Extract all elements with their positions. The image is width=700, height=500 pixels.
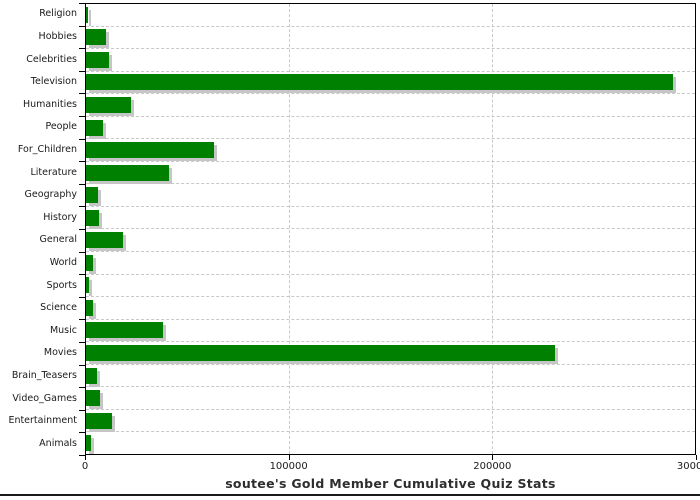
y-axis-tick	[79, 319, 85, 320]
bar-history	[86, 209, 100, 226]
bar-row	[86, 207, 695, 230]
y-axis-tick	[79, 229, 85, 230]
y-axis-tick	[79, 410, 85, 411]
chart-title: soutee's Gold Member Cumulative Quiz Sta…	[225, 476, 556, 491]
y-tick-label: Hobbies	[38, 30, 77, 42]
bar-world	[86, 254, 94, 271]
bar-humanities	[86, 96, 132, 113]
x-axis-tick	[492, 455, 494, 460]
bar-people	[86, 119, 104, 136]
y-axis-tick	[79, 184, 85, 185]
y-tick-label: Music	[49, 324, 77, 336]
bar-animals	[86, 435, 91, 452]
bar-row	[86, 162, 695, 185]
y-axis-tick	[79, 93, 85, 94]
bar-geography	[86, 187, 98, 204]
bar-hobbies	[86, 29, 106, 46]
y-tick-label: Literature	[30, 166, 77, 178]
bar-row	[86, 229, 695, 253]
y-tick-label: Brain_Teasers	[11, 369, 77, 381]
bar-science	[86, 299, 93, 316]
y-tick-label: History	[43, 211, 77, 223]
y-axis-tick	[79, 387, 85, 388]
x-tick-label: 200000	[473, 461, 512, 472]
y-axis-tick	[79, 71, 85, 72]
bar-row	[86, 4, 695, 27]
bar-music	[86, 322, 164, 339]
y-tick-label: General	[39, 234, 77, 246]
bar-television	[86, 74, 673, 91]
bar-movies	[86, 344, 555, 361]
x-axis-tick	[288, 455, 290, 460]
bar-row	[86, 297, 695, 320]
x-tick-label: 100000	[269, 461, 308, 472]
bar-row	[86, 252, 695, 275]
bar-brain_teasers	[86, 367, 98, 384]
y-axis-tick	[79, 161, 85, 162]
y-axis-tick	[79, 48, 85, 49]
bar-row	[86, 275, 695, 298]
bar-for_children	[86, 142, 215, 159]
y-tick-label: Movies	[43, 347, 77, 359]
y-axis-tick	[79, 274, 85, 275]
bar-row	[86, 365, 695, 388]
y-tick-label: Animals	[39, 437, 77, 449]
bottom-border	[0, 494, 700, 496]
bar-entertainment	[86, 412, 112, 429]
vertical-gridline	[492, 4, 493, 454]
bar-row	[86, 94, 695, 117]
x-tick-label: 300000	[676, 461, 700, 472]
bar-religion	[86, 6, 89, 23]
y-tick-label: World	[49, 256, 77, 268]
bar-row	[86, 49, 695, 72]
bar-sports	[86, 277, 90, 294]
y-tick-label: Humanities	[22, 98, 77, 110]
y-tick-label: Celebrities	[26, 53, 77, 65]
bar-row	[86, 27, 695, 50]
y-tick-label: For_Children	[17, 143, 77, 155]
y-axis-tick	[79, 252, 85, 253]
bar-row	[86, 410, 695, 433]
y-tick-label: Entertainment	[8, 415, 77, 427]
x-tick-label: 0	[81, 461, 89, 472]
y-axis-tick	[79, 26, 85, 27]
y-tick-label: Sports	[46, 279, 77, 291]
y-tick-label: Geography	[24, 189, 77, 201]
y-axis-tick	[79, 206, 85, 207]
y-tick-label: Science	[40, 302, 77, 314]
vertical-gridline	[289, 4, 290, 454]
y-tick-label: Television	[30, 76, 77, 88]
bar-literature	[86, 164, 169, 181]
y-tick-label: People	[45, 121, 77, 133]
bar-row	[86, 72, 695, 95]
y-axis-tick	[79, 116, 85, 117]
bar-row	[86, 432, 695, 454]
bar-row	[86, 117, 695, 140]
x-axis-tick	[85, 455, 86, 460]
y-axis-tick	[79, 297, 85, 298]
y-axis-tick	[79, 365, 85, 366]
y-axis-tick	[79, 432, 85, 433]
x-axis-tick	[696, 455, 697, 460]
y-tick-label: Religion	[39, 8, 77, 20]
bar-rows	[86, 4, 695, 454]
bar-row	[86, 139, 695, 162]
y-axis-tick	[79, 342, 85, 343]
y-tick-label: Video_Games	[12, 392, 77, 404]
bar-row	[86, 342, 695, 365]
y-axis-tick	[79, 139, 85, 140]
bar-video_games	[86, 390, 100, 407]
bar-general	[86, 232, 123, 249]
y-axis-tick	[79, 3, 85, 4]
y-axis-tick	[79, 455, 85, 456]
bar-row	[86, 387, 695, 410]
bar-row	[86, 320, 695, 343]
bar-row	[86, 184, 695, 207]
plot-area	[85, 3, 696, 455]
bar-celebrities	[86, 51, 110, 68]
